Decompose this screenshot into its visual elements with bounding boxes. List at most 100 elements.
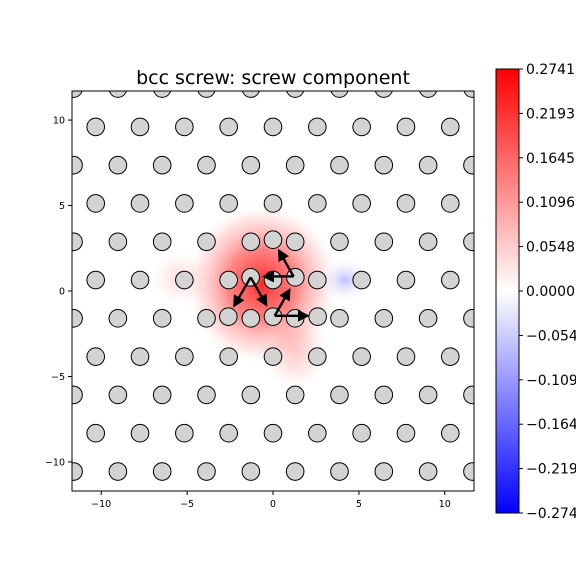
atom <box>463 309 474 328</box>
displaced-atom <box>219 307 238 326</box>
atom <box>86 347 106 366</box>
atom <box>263 347 283 366</box>
atom <box>108 232 128 252</box>
atom <box>72 462 83 481</box>
atom <box>396 117 416 137</box>
atom <box>463 462 474 481</box>
atom <box>130 117 150 137</box>
atom <box>308 347 327 366</box>
atom <box>86 423 106 443</box>
atom <box>197 91 216 98</box>
atom <box>43 348 61 366</box>
colorbar-tick-label: −0.0548 <box>526 328 576 344</box>
displacement-arrow <box>277 248 295 278</box>
atom <box>241 385 261 405</box>
atom <box>285 385 305 405</box>
colorbar-tick-label: 0.2193 <box>526 106 575 122</box>
atom <box>197 462 216 481</box>
x-tick-label: −10 <box>91 499 111 510</box>
atom <box>197 385 216 405</box>
atom <box>241 309 261 328</box>
atom <box>418 385 438 405</box>
y-axis: −10 −5 0 5 10 <box>45 116 72 468</box>
atom <box>241 155 261 175</box>
atom <box>108 309 128 328</box>
atom <box>108 91 127 98</box>
atom <box>72 309 83 328</box>
atom <box>175 194 194 213</box>
atom <box>352 117 371 137</box>
atom <box>219 194 238 213</box>
atom <box>263 117 283 137</box>
atom <box>285 462 305 481</box>
colorbar-tick-label: 0.1645 <box>526 151 575 167</box>
atom <box>308 270 327 290</box>
atom <box>463 155 474 175</box>
atom <box>197 155 216 175</box>
atom <box>352 423 371 443</box>
atom <box>463 385 474 405</box>
atom <box>440 270 460 290</box>
atom <box>374 232 394 252</box>
colorbar-axis: 0.2741 0.2193 0.1645 0.1096 0.0548 0.0000 −0.0… <box>519 62 576 522</box>
displacement-arrow <box>273 288 291 317</box>
atom <box>219 270 238 290</box>
atom <box>197 309 216 328</box>
atom <box>374 91 393 98</box>
colorbar-tick-label: −0.2741 <box>526 506 576 522</box>
colorbar <box>495 68 520 514</box>
atom <box>285 232 305 252</box>
colorbar-tick-label: 0.1096 <box>526 195 575 211</box>
displaced-atom <box>263 230 283 250</box>
atom <box>86 194 106 213</box>
atom <box>86 270 106 290</box>
atom <box>396 347 416 366</box>
x-axis: −10 −5 0 5 10 <box>91 491 451 510</box>
chart-title: bcc screw: screw component <box>136 67 410 89</box>
atom <box>152 232 172 252</box>
colorbar-tick-label: −0.1645 <box>526 417 576 433</box>
atom <box>72 232 83 252</box>
atom <box>330 462 349 481</box>
atom <box>72 155 83 175</box>
atom <box>440 194 460 213</box>
atom <box>43 424 61 442</box>
atom <box>418 462 438 481</box>
atom <box>463 91 474 98</box>
plot-area <box>43 91 474 491</box>
atom <box>72 385 83 405</box>
atom <box>175 270 194 290</box>
atom <box>308 117 327 137</box>
atom <box>130 270 150 290</box>
colorbar-tick-label: −0.1096 <box>526 373 576 389</box>
atom <box>263 423 283 443</box>
y-tick-label: 10 <box>53 116 65 127</box>
atom <box>152 462 172 481</box>
atom <box>108 155 128 175</box>
y-tick-label: 5 <box>59 201 65 212</box>
colorbar-tick-label: 0.2741 <box>526 62 575 78</box>
x-tick-label: 10 <box>439 499 451 510</box>
atom <box>330 309 349 328</box>
atom <box>352 270 371 290</box>
atom <box>374 309 394 328</box>
atom <box>219 347 238 366</box>
atom <box>352 347 371 366</box>
atom <box>108 385 128 405</box>
x-tick-label: −5 <box>180 499 194 510</box>
atom <box>330 385 349 405</box>
atom <box>153 91 172 98</box>
atom <box>219 423 238 443</box>
colorbar-tick-label: −0.2193 <box>526 462 576 478</box>
atom <box>263 270 283 290</box>
atom <box>43 195 61 213</box>
atom <box>241 232 261 252</box>
atom <box>175 423 194 443</box>
y-tick-label: 0 <box>59 287 65 298</box>
atom <box>130 423 150 443</box>
atom <box>418 155 438 175</box>
atom <box>197 232 216 252</box>
colorbar-tick-label: 0.0548 <box>526 240 575 256</box>
atom <box>286 91 305 98</box>
